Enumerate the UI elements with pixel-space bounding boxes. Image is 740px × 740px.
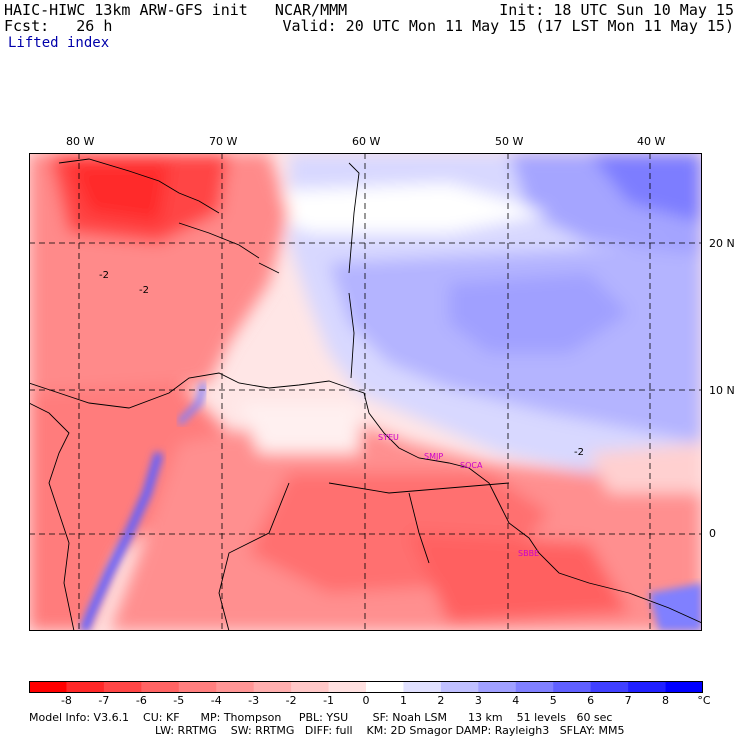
lon-label-60w: 60 W xyxy=(352,135,381,148)
colorbar-tick-label: -3 xyxy=(248,694,260,707)
station-sbbe: SBBE xyxy=(518,549,540,558)
colorbar-swatch xyxy=(291,681,330,693)
colorbar-tick-label: 1 xyxy=(399,694,407,707)
colorbar xyxy=(29,681,703,693)
colorbar-swatch xyxy=(328,681,367,693)
colorbar-unit: °C xyxy=(697,694,711,707)
colorbar-swatch xyxy=(103,681,142,693)
colorbar-tick-label: -5 xyxy=(173,694,185,707)
colorbar-tick-label: 3 xyxy=(474,694,482,707)
colorbar-swatch xyxy=(178,681,217,693)
model-title: HAIC-HIWC 13km ARW-GFS init NCAR/MMM xyxy=(4,1,348,19)
colorbar-swatch xyxy=(366,681,404,693)
lon-label-70w: 70 W xyxy=(209,135,238,148)
station-smjp: SMJP xyxy=(424,452,444,461)
colorbar-swatch xyxy=(590,681,629,693)
valid-time: Valid: 20 UTC Mon 11 May 15 (17 LST Mon … xyxy=(282,17,734,35)
colorbar-tick-label: -8 xyxy=(60,694,72,707)
colorbar-swatch xyxy=(216,681,255,693)
colorbar-swatch xyxy=(253,681,292,693)
lat-label-10n: 10 N xyxy=(709,384,735,397)
colorbar-tick-label: 5 xyxy=(549,694,557,707)
colorbar-swatch xyxy=(515,681,554,693)
colorbar-tick-label: -7 xyxy=(98,694,110,707)
contour-label: -2 xyxy=(139,285,149,296)
colorbar-tick-label: 7 xyxy=(624,694,632,707)
lon-label-40w: 40 W xyxy=(637,135,666,148)
lat-label-eq: 0 xyxy=(709,527,716,540)
colorbar-swatch xyxy=(665,681,703,693)
colorbar-swatch xyxy=(440,681,479,693)
forecast-hour: Fcst: 26 h xyxy=(4,17,113,35)
lon-label-80w: 80 W xyxy=(66,135,95,148)
contour-label: -2 xyxy=(99,270,109,281)
contour-label: -2 xyxy=(574,447,584,458)
init-time: Init: 18 UTC Sun 10 May 15 xyxy=(499,1,734,19)
colorbar-tick-label: 8 xyxy=(662,694,670,707)
station-soca: SOCA xyxy=(460,461,483,470)
colorbar-swatch xyxy=(141,681,180,693)
colorbar-tick-label: 2 xyxy=(437,694,445,707)
lat-label-20n: 20 N xyxy=(709,237,735,250)
colorbar-swatch xyxy=(628,681,667,693)
model-info-line2: LW: RRTMG SW: RRTMG DIFF: full KM: 2D Sm… xyxy=(155,724,625,737)
lifted-index-map: -2 -2 -2 xyxy=(29,153,702,631)
field-name: Lifted index xyxy=(8,35,110,51)
colorbar-swatch xyxy=(29,681,67,693)
colorbar-tick-label: -2 xyxy=(285,694,297,707)
colorbar-swatch xyxy=(478,681,517,693)
colorbar-tick-label: -1 xyxy=(323,694,335,707)
colorbar-tick-label: -4 xyxy=(210,694,222,707)
colorbar-tick-label: 4 xyxy=(512,694,520,707)
colorbar-swatch xyxy=(553,681,592,693)
station-syeu: SYEU xyxy=(378,433,399,442)
lat-lon-grid xyxy=(29,153,702,631)
model-info-line1: Model Info: V3.6.1 CU: KF MP: Thompson P… xyxy=(29,711,613,724)
colorbar-tick-label: 6 xyxy=(587,694,595,707)
coastlines xyxy=(29,158,702,631)
colorbar-swatch xyxy=(403,681,442,693)
lon-label-50w: 50 W xyxy=(495,135,524,148)
colorbar-tick-label: 0 xyxy=(362,694,370,707)
colorbar-tick-label: -6 xyxy=(135,694,147,707)
colorbar-swatch xyxy=(66,681,105,693)
